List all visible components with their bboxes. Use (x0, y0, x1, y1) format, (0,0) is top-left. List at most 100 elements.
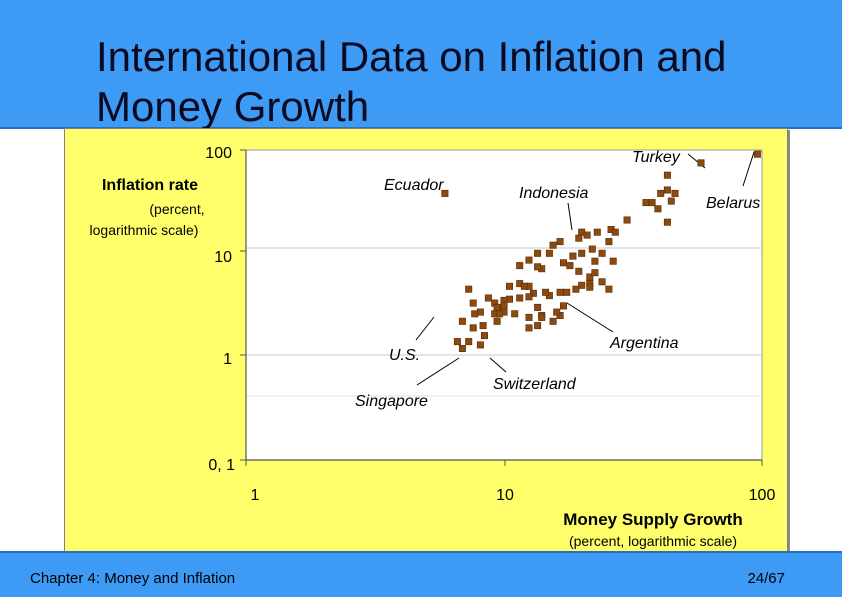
data-point (575, 234, 583, 242)
data-point (598, 278, 606, 286)
data-point (471, 310, 479, 318)
us-leader-line (415, 316, 435, 341)
y-tick-label-0-1: 0, 1 (208, 457, 235, 474)
data-point (493, 317, 501, 325)
label-turkey: Turkey (632, 149, 681, 166)
data-point (578, 249, 586, 257)
label-us: U.S. (389, 347, 420, 364)
data-point (663, 218, 671, 226)
data-point (671, 189, 679, 197)
data-point (469, 324, 477, 332)
data-point (753, 150, 761, 158)
label-indonesia: Indonesia (519, 185, 588, 202)
argentina-leader-line (566, 302, 614, 333)
data-point (545, 249, 553, 257)
data-point (520, 282, 528, 290)
data-point (534, 303, 542, 311)
data-point (556, 238, 564, 246)
data-point (453, 338, 461, 346)
data-point (598, 249, 606, 257)
data-point (663, 186, 671, 194)
data-point (500, 302, 508, 310)
data-point (525, 256, 533, 264)
data-point (586, 283, 594, 291)
data-point (566, 262, 574, 270)
data-point (538, 313, 546, 321)
data-point (525, 324, 533, 332)
x-tick-label-100: 100 (749, 487, 776, 504)
data-point (593, 228, 601, 236)
data-point (549, 241, 557, 249)
data-points (441, 150, 761, 352)
data-point (605, 238, 613, 246)
y-tick-label-10: 10 (214, 249, 232, 266)
data-point (505, 282, 513, 290)
x-axis-title: Money Supply Growth (563, 510, 742, 529)
data-point (642, 199, 650, 207)
data-point (578, 281, 586, 289)
label-singapore: Singapore (355, 393, 428, 410)
data-point (654, 205, 662, 213)
data-point (484, 294, 492, 302)
slide-title: International Data on Inflation and Money… (96, 32, 796, 132)
data-point (663, 171, 671, 179)
data-point (609, 257, 617, 265)
data-point (534, 263, 542, 271)
data-point (556, 288, 564, 296)
data-point (605, 285, 613, 293)
data-point (697, 159, 705, 167)
data-point (611, 228, 619, 236)
data-point (511, 310, 519, 318)
label-belarus: Belarus (706, 195, 760, 212)
data-point (591, 269, 599, 277)
data-point (572, 285, 580, 293)
label-ecuador: Ecuador (384, 177, 444, 194)
data-point (575, 267, 583, 275)
x-tick-label-10: 10 (496, 487, 514, 504)
title-band-underline (786, 127, 842, 129)
y-axis-title: Inflation rate (102, 177, 198, 194)
data-point (553, 308, 561, 316)
data-point (559, 302, 567, 310)
x-tick-label-1: 1 (251, 487, 260, 504)
data-point (534, 322, 542, 330)
data-point (493, 303, 501, 311)
data-point (479, 322, 487, 330)
data-point (525, 293, 533, 301)
data-point (623, 216, 631, 224)
indonesia-leader-line (567, 202, 573, 231)
data-point (516, 294, 524, 302)
y-axis-subtitle-1: (percent, (149, 201, 204, 217)
footer-band (0, 551, 842, 597)
data-point (476, 341, 484, 349)
data-point (563, 288, 571, 296)
data-point (657, 189, 665, 197)
data-point (569, 252, 577, 260)
switzerland-leader-line (489, 357, 507, 373)
singapore-leader-line (416, 357, 460, 386)
data-point (441, 189, 449, 197)
data-point (588, 245, 596, 253)
data-point (542, 288, 550, 296)
x-axis-subtitle: (percent, logarithmic scale) (569, 533, 737, 549)
data-point (525, 313, 533, 321)
data-point (591, 257, 599, 265)
y-tick-label-1: 1 (223, 351, 232, 368)
data-point (583, 231, 591, 239)
data-point (559, 259, 567, 267)
footer-page-number: 24/67 (747, 570, 785, 587)
y-axis-subtitle-2: logarithmic scale) (90, 222, 199, 238)
footer-chapter: Chapter 4: Money and Inflation (30, 570, 236, 587)
label-switzerland: Switzerland (493, 376, 577, 393)
data-point (667, 197, 675, 205)
y-tick-label-100: 100 (205, 145, 232, 162)
data-point (648, 199, 656, 207)
slide-title-line-1: International Data on Inflation and (96, 33, 727, 80)
data-point (458, 317, 466, 325)
data-point (465, 338, 473, 346)
data-point (549, 317, 557, 325)
data-point (495, 310, 503, 318)
data-point (534, 249, 542, 257)
data-point (480, 332, 488, 340)
